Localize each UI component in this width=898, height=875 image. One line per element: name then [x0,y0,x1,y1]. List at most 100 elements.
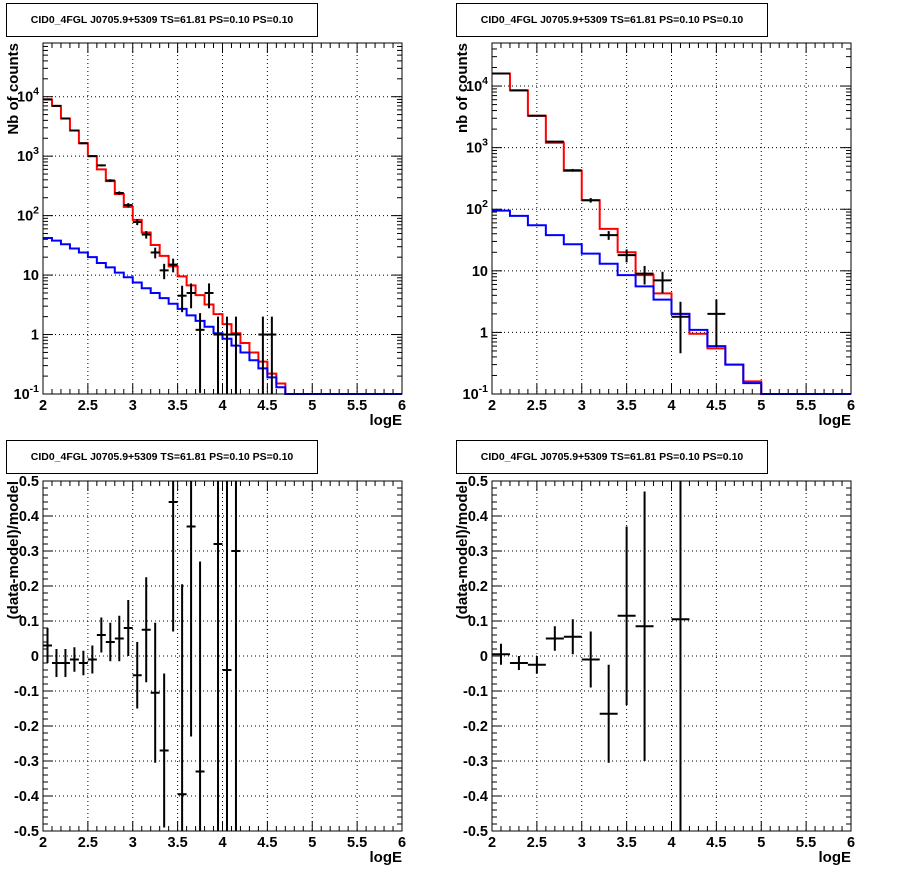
y-tick-label: 10 [472,264,488,280]
x-axis-label: logE [819,412,852,429]
x-tick-label: 2.5 [527,398,547,414]
x-tick-label: 4 [667,835,675,851]
residual-point [43,628,52,663]
residual-point [105,622,115,662]
data-point [231,316,241,394]
x-tick-label: 2 [39,398,47,414]
data-point [707,299,726,347]
plot-panel-1: 2 2.5 3 3.5 4 4.5 5 5.5 6 10-1 1 10 102 103 104 logE nb … [454,42,855,429]
y-tick-label: 0.2 [468,579,488,595]
x-tick-label: 3 [578,835,586,851]
data-point [258,316,268,394]
x-tick-label: 5 [308,835,316,851]
residual-point [599,664,618,763]
y-tick-label: -0.3 [463,754,488,770]
residual-point [213,481,223,831]
data-point [599,231,618,240]
x-tick-label: 5 [757,835,765,851]
y-tick-label: -0.2 [463,719,488,735]
y-tick-label: -0.1 [463,684,488,700]
residual-point [222,481,232,831]
data-point [195,313,205,393]
data-point [204,283,214,309]
residual-point [87,645,97,674]
y-tick-label: -0.4 [463,789,488,805]
residual-point [123,600,133,656]
y-tick-label: 102 [466,198,488,218]
data-point [653,271,672,294]
x-tick-label: 5.5 [347,835,367,851]
residual-point [527,656,546,674]
data-point [671,301,690,354]
x-tick-label: 2 [39,835,47,851]
y-axis-label: Nb of counts [5,43,22,135]
x-axis-label: logE [370,412,403,429]
x-tick-label: 2 [488,835,496,851]
data-point [60,117,70,120]
x-tick-label: 3.5 [617,398,637,414]
residual-point [545,626,564,651]
x-tick-label: 2 [488,398,496,414]
data-point [78,142,88,145]
x-tick-label: 4.5 [257,835,277,851]
data-point [177,285,187,313]
residual-point [671,481,690,831]
y-tick-label: 0 [31,649,39,665]
x-tick-label: 6 [847,835,855,851]
data-point [168,258,178,273]
y-tick-label: 104 [466,75,488,95]
x-tick-label: 6 [847,398,855,414]
plot-panel-3: 2 2.5 3 3.5 4 4.5 5 5.5 6 -0.5 -0.4 -0.3 -0.2 -0.1 0 0.… [454,474,855,866]
data-point [141,231,151,239]
residual-point [635,491,654,761]
y-tick-label: 10-1 [463,383,489,403]
x-tick-label: 2.5 [78,835,98,851]
data-point [509,89,528,92]
y-tick-label: 103 [17,145,39,165]
data-point [581,198,600,203]
x-tick-label: 2.5 [78,398,98,414]
y-tick-label: 0.3 [19,544,39,560]
residual-point [563,619,582,655]
x-tick-label: 4 [218,835,226,851]
data-point [96,164,106,167]
x-tick-label: 3 [129,835,137,851]
data-point [123,203,133,208]
y-tick-label: 1 [31,328,39,344]
data-point [563,168,582,172]
x-tick-label: 5.5 [347,398,367,414]
data-point [150,247,160,259]
residual-point [168,481,178,632]
y-tick-label: -0.1 [14,684,39,700]
x-tick-label: 6 [398,398,406,414]
residual-point [69,647,79,672]
residual-point [114,615,124,662]
residual-point [177,584,187,831]
data-point [105,179,115,182]
data-point [159,263,169,280]
residual-point [150,622,160,763]
y-tick-label: 0.4 [19,509,39,525]
data-point [527,114,546,117]
title-box-bottom-left: CID0_4FGL J0705.9+5309 TS=61.81 PS=0.10 … [6,440,318,474]
y-tick-label: 0.3 [468,544,488,560]
y-tick-label: 0.1 [19,614,39,630]
y-tick-label: 0 [480,649,488,665]
residual-point [509,656,528,670]
x-tick-label: 2.5 [527,835,547,851]
data-point [267,316,277,394]
x-tick-label: 5.5 [796,398,816,414]
residual-point [51,649,61,677]
y-tick-label: 0.1 [468,614,488,630]
residual-point [141,577,151,683]
y-tick-label: 0.2 [19,579,39,595]
residual-point [78,650,88,676]
data-point [617,249,636,263]
residual-point [581,631,600,688]
y-tick-label: 1 [480,325,488,341]
data-point [213,316,223,394]
residual-point [186,481,196,737]
plot-panel-0: 2 2.5 3 3.5 4 4.5 5 5.5 6 10-1 1 10 102 103 104 logE Nb … [5,42,406,429]
y-axis-label: (data-model)/model [454,481,471,619]
y-tick-label: -0.3 [14,754,39,770]
